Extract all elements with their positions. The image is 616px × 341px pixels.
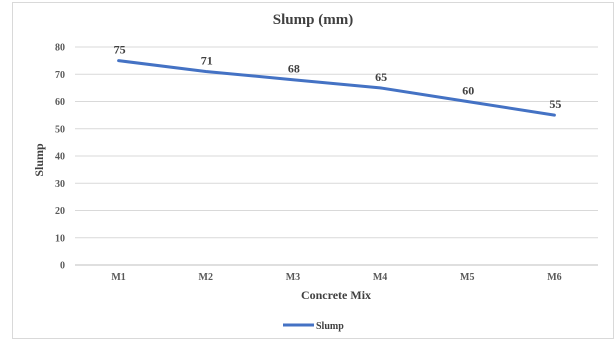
data-label: 55 bbox=[549, 97, 561, 111]
series-line-slump bbox=[117, 59, 556, 117]
x-tick-labels: M1 M2 M3 M4 M5 M6 bbox=[111, 272, 561, 283]
data-label: 60 bbox=[462, 84, 474, 98]
data-label: 68 bbox=[288, 62, 300, 76]
x-tick-label: M6 bbox=[547, 272, 561, 283]
y-tick-label: 0 bbox=[60, 261, 65, 272]
x-tick-label: M1 bbox=[111, 272, 125, 283]
y-tick-label: 70 bbox=[55, 70, 65, 81]
data-label: 71 bbox=[201, 54, 213, 68]
legend-label-slump: Slump bbox=[316, 321, 344, 332]
y-tick-label: 80 bbox=[55, 43, 65, 54]
data-label: 65 bbox=[375, 70, 387, 84]
legend: Slump bbox=[283, 321, 344, 332]
x-tick-label: M2 bbox=[199, 272, 213, 283]
y-tick-label: 40 bbox=[55, 152, 65, 163]
y-tick-labels: 0 10 20 30 40 50 60 70 80 bbox=[55, 43, 65, 272]
chart-title: Slump (mm) bbox=[273, 12, 353, 28]
y-tick-label: 50 bbox=[55, 124, 65, 135]
x-tick-label: M4 bbox=[373, 272, 387, 283]
y-tick-label: 20 bbox=[55, 206, 65, 217]
x-axis-title: Concrete Mix bbox=[301, 288, 371, 302]
gridlines bbox=[75, 46, 598, 266]
x-tick-label: M5 bbox=[460, 272, 474, 283]
data-label: 75 bbox=[114, 43, 126, 57]
data-labels: 75 71 68 65 60 55 bbox=[114, 43, 562, 112]
chart-frame bbox=[12, 2, 614, 339]
y-axis-title: Slump bbox=[32, 143, 46, 177]
y-tick-label: 30 bbox=[55, 179, 65, 190]
series-group bbox=[117, 59, 556, 117]
y-tick-label: 60 bbox=[55, 97, 65, 108]
x-tick-label: M3 bbox=[286, 272, 300, 283]
y-tick-label: 10 bbox=[55, 233, 65, 244]
